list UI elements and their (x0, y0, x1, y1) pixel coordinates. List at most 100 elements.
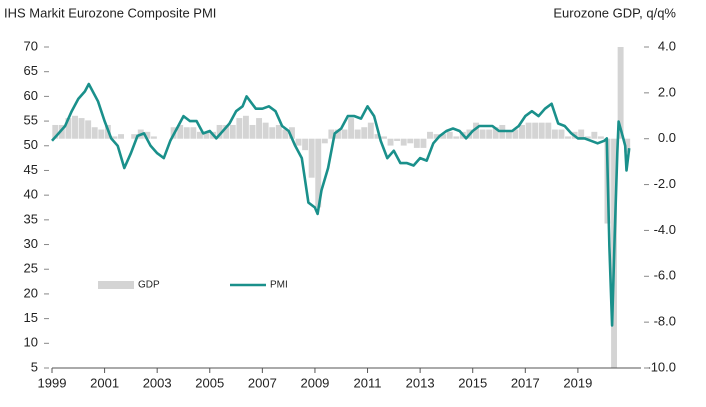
gdp-bar (72, 115, 78, 139)
gdp-bar (505, 131, 512, 139)
gdp-bar (216, 124, 223, 139)
gdp-bar (111, 136, 118, 139)
y-tick-label: 45 (24, 162, 38, 177)
gdp-bar (512, 129, 519, 139)
y2-axis-title: Eurozone GDP, q/q% (553, 5, 676, 20)
x-tick-label: 2015 (458, 375, 487, 390)
y2-tick-label: -4.0 (654, 222, 676, 237)
gdp-bar (315, 138, 322, 208)
gdp-bar (321, 138, 328, 144)
gdp-bar (58, 124, 65, 139)
legend-label: GDP (138, 280, 160, 291)
x-tick-label: 2011 (354, 375, 382, 390)
gdp-bar (486, 129, 493, 139)
gdp-bar (453, 136, 460, 139)
gdp-bar (374, 134, 381, 139)
gdp-bar (361, 127, 368, 139)
y2-tick-label: 2.0 (658, 84, 676, 99)
gdp-bar (538, 122, 545, 139)
gdp-bar (433, 134, 440, 139)
gdp-bar (427, 131, 433, 139)
y2-tick-label: -10.0 (646, 359, 676, 374)
pmi-line (51, 82, 631, 327)
legend-label: PMI (270, 280, 288, 291)
y2-tick-label: -6.0 (654, 268, 676, 283)
gdp-bar (381, 136, 387, 139)
legend-swatch (98, 281, 134, 289)
gdp-bar (229, 124, 236, 139)
gdp-bar (492, 127, 499, 139)
y-tick-label: 25 (24, 261, 38, 276)
gdp-bar (354, 129, 361, 139)
gdp-bar (348, 118, 355, 139)
x-tick-label: 2005 (195, 375, 224, 390)
y-tick-label: 5 (31, 359, 38, 374)
gdp-bar (249, 124, 256, 139)
gdp-bar (223, 124, 230, 139)
gdp-bar (269, 127, 276, 139)
x-tick-label: 2009 (300, 375, 329, 390)
gdp-bar (565, 136, 571, 139)
gdp-bar (367, 122, 374, 139)
chart-title: IHS Markit Eurozone Composite PMI (4, 5, 216, 20)
gdp-bar (420, 138, 427, 148)
gdp-bar (545, 122, 552, 139)
x-tick-label: 2019 (563, 375, 592, 390)
y-tick-label: 15 (24, 310, 38, 325)
gdp-bar (479, 129, 486, 139)
gdp-bar (98, 129, 105, 139)
gdp-bar (440, 134, 447, 139)
gdp-bar (203, 131, 210, 139)
y2-tick-label: -8.0 (654, 314, 676, 329)
gdp-bar (262, 122, 269, 139)
gdp-bar (328, 129, 335, 139)
y2-tick-label: 4.0 (658, 38, 676, 53)
gdp-bar (78, 118, 85, 139)
y-tick-label: 65 (24, 63, 38, 78)
y-tick-label: 20 (24, 285, 38, 300)
gdp-bar (446, 131, 453, 139)
gdp-bar (52, 124, 59, 139)
gdp-bar (118, 134, 124, 139)
gdp-bar (183, 127, 190, 139)
y-tick-label: 35 (24, 211, 38, 226)
gdp-bar (591, 131, 598, 139)
x-tick-label: 1999 (38, 375, 67, 390)
y-tick-label: 50 (24, 137, 38, 152)
gdp-bar (91, 127, 98, 139)
gdp-bar (196, 131, 203, 139)
gdp-bar (190, 127, 197, 139)
gdp-bar (617, 47, 624, 139)
gdp-bar (236, 118, 243, 139)
gdp-bar (624, 138, 631, 153)
x-tick-label: 2013 (406, 375, 435, 390)
gdp-bar (85, 120, 92, 139)
gdp-bar (394, 138, 401, 142)
gdp-bar (597, 136, 604, 139)
gdp-bar (242, 115, 249, 139)
gdp-bar (282, 129, 289, 139)
gdp-bar (558, 129, 565, 139)
y-tick-label: 60 (24, 88, 38, 103)
gdp-bar (473, 122, 479, 139)
gdp-bar (413, 138, 420, 148)
gdp-bar (341, 129, 348, 139)
gdp-bar (532, 122, 539, 139)
bar-layer (52, 47, 631, 368)
gdp-bar (308, 138, 315, 178)
gdp-bar (275, 124, 282, 139)
gdp-bar (387, 138, 394, 146)
x-tick-label: 2017 (511, 375, 540, 390)
y-tick-label: 30 (24, 236, 38, 251)
gdp-bar (578, 129, 585, 139)
y-tick-label: 10 (24, 335, 38, 350)
y2-tick-label: -2.0 (654, 176, 676, 191)
y-tick-label: 70 (24, 38, 38, 53)
gdp-bar (584, 136, 591, 139)
gdp-bar (288, 127, 295, 139)
gdp-bar (400, 138, 407, 146)
gdp-bar (295, 138, 302, 146)
gdp-bar (65, 118, 72, 139)
y-tick-label: 55 (24, 113, 38, 128)
